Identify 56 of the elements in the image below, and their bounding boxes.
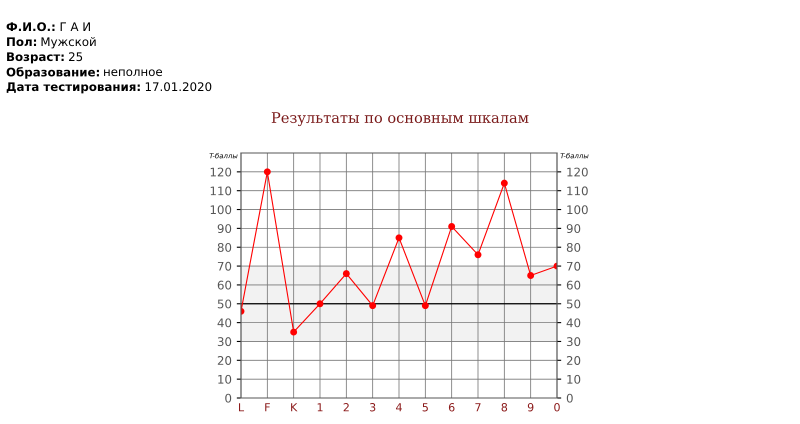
y-tick-label: 110 (210, 186, 232, 196)
text: Возраст: 25 (7, 52, 82, 64)
x-tick-label: 7 (475, 403, 481, 412)
y-tick-label: 0 (225, 394, 232, 403)
point (369, 302, 376, 310)
text: Дата тестирования: 17.01.2020 (6, 82, 212, 94)
y-tick-label: 120 (210, 168, 232, 176)
chart-title: Результаты по основным шкалам (272, 112, 528, 126)
y2-tick-label: 10 (567, 374, 580, 384)
y2-tick-label: 90 (566, 224, 580, 234)
y-tick-label: 60 (218, 280, 232, 290)
point (290, 328, 298, 336)
point (342, 270, 350, 278)
y-tick-label: 50 (218, 299, 232, 308)
y-tick-label: 80 (218, 242, 232, 252)
point (422, 302, 429, 310)
x-tick-label: 2 (344, 403, 349, 412)
x-tick-label: 0 (554, 403, 560, 412)
x-tick-label: 9 (528, 403, 534, 412)
point (474, 251, 482, 258)
y-tick-label: 90 (218, 224, 232, 234)
y-tick-label: 10 (218, 374, 232, 384)
point (527, 272, 534, 279)
y2-tick-label: 0 (566, 394, 573, 403)
x-tick-label: 8 (502, 403, 508, 412)
x-tick-label: 3 (370, 403, 376, 412)
text: Образование: неполное (6, 67, 162, 79)
point (500, 180, 508, 187)
y2-tick-label: 60 (566, 280, 580, 290)
point (316, 300, 324, 308)
y2-tick-label: 100 (567, 205, 588, 214)
x-tick-label: L (238, 403, 244, 412)
point (448, 223, 456, 230)
text: Ф.И.О.: Г А И (6, 22, 90, 32)
y-tick-label: 20 (218, 356, 232, 365)
y2-tick-label: 70 (566, 262, 580, 271)
y2-tick-label: 20 (566, 356, 580, 365)
x-tick-label: K (291, 403, 298, 412)
y2-tick-label: 30 (566, 337, 580, 346)
point (396, 234, 402, 242)
x-tick-label: 6 (448, 403, 454, 412)
x-tick-label: F (265, 403, 270, 412)
y2-tick-label: 80 (566, 242, 580, 252)
y-tick-label: 100 (210, 205, 232, 214)
y-tick-label: 70 (218, 262, 232, 271)
x-tick-label: 1 (318, 403, 323, 412)
text: Пол: Мужской (7, 37, 96, 48)
x-tick-label: 4 (396, 403, 402, 412)
y2-tick-label: 40 (566, 318, 580, 328)
y2-tick-label: 120 (567, 168, 588, 176)
y2-tick-label: 110 (567, 186, 588, 196)
y2-tick-label: 50 (566, 299, 580, 308)
y-tick-label: 30 (218, 337, 232, 346)
point (264, 168, 271, 176)
y-tick-label: 40 (218, 318, 232, 328)
x-tick-label: 5 (422, 403, 428, 412)
